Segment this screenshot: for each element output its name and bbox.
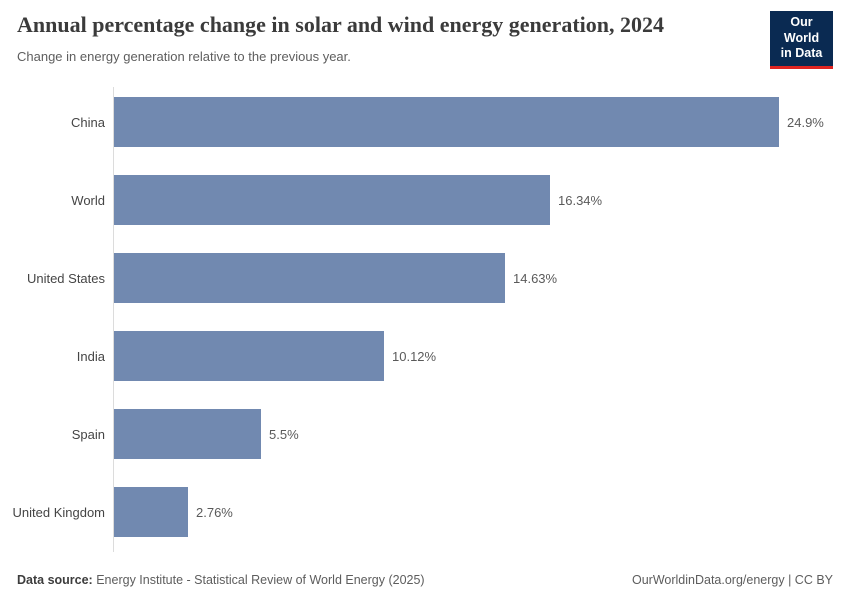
value-label: 5.5% — [269, 426, 299, 442]
category-label: China — [71, 114, 105, 130]
bar-track: 2.76% — [113, 487, 850, 537]
bar-track: 14.63% — [113, 253, 850, 303]
bar-row: China 24.9% — [0, 97, 850, 147]
owid-logo[interactable]: Our World in Data — [770, 11, 833, 69]
value-label: 16.34% — [558, 192, 603, 208]
bar[interactable] — [114, 253, 505, 303]
bar-track: 5.5% — [113, 409, 850, 459]
bar[interactable] — [114, 409, 261, 459]
bar-row: World 16.34% — [0, 175, 850, 225]
value-label: 24.9% — [787, 114, 824, 130]
bar-row: United States 14.63% — [0, 253, 850, 303]
bar-row: India 10.12% — [0, 331, 850, 381]
bar-chart: China 24.9% World 16.34% United States 1… — [0, 87, 850, 565]
value-label: 14.63% — [513, 270, 558, 286]
y-axis-line — [113, 87, 114, 552]
category-label: World — [71, 192, 105, 208]
bar[interactable] — [114, 487, 188, 537]
bar-track: 16.34% — [113, 175, 850, 225]
bar[interactable] — [114, 331, 384, 381]
bar-track: 10.12% — [113, 331, 850, 381]
category-label: United States — [26, 270, 105, 286]
owid-logo-line2: in Data — [780, 46, 823, 61]
category-label: India — [76, 348, 105, 364]
data-source: Data source: Energy Institute - Statisti… — [17, 573, 425, 587]
bar-track: 24.9% — [113, 97, 850, 147]
bar[interactable] — [114, 97, 779, 147]
bar[interactable] — [114, 175, 550, 225]
bar-row: Spain 5.5% — [0, 409, 850, 459]
category-label: Spain — [71, 426, 105, 442]
category-label: United Kingdom — [12, 504, 106, 520]
value-label: 2.76% — [196, 504, 233, 520]
data-source-label: Data source: — [17, 573, 93, 587]
value-label: 10.12% — [392, 348, 437, 364]
chart-subtitle: Change in energy generation relative to … — [17, 49, 351, 64]
owid-logo-line1: Our World — [783, 15, 820, 45]
chart-footer: Data source: Energy Institute - Statisti… — [17, 573, 833, 587]
data-source-text: Energy Institute - Statistical Review of… — [92, 573, 425, 587]
page-title: Annual percentage change in solar and wi… — [17, 12, 664, 37]
attribution-link[interactable]: OurWorldinData.org/energy | CC BY — [631, 573, 833, 587]
bar-row: United Kingdom 2.76% — [0, 487, 850, 537]
bar-rows: China 24.9% World 16.34% United States 1… — [0, 97, 850, 537]
